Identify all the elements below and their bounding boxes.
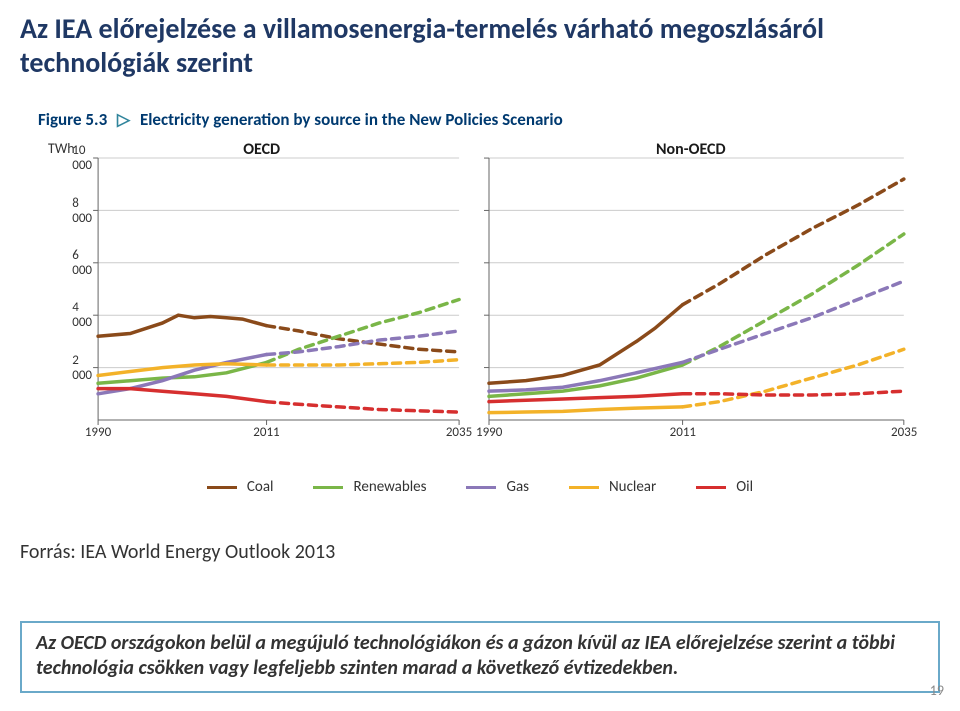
- panel-label-oecd: OECD: [243, 140, 280, 159]
- page-number: 19: [930, 682, 944, 699]
- callout-text: Az OECD országokon belül a megújuló tech…: [36, 631, 924, 681]
- legend-label-nuclear: Nuclear: [609, 478, 656, 496]
- swatch-renewables: [313, 486, 343, 489]
- panel-label-nonoecd: Non-OECD: [656, 140, 726, 159]
- legend-item-coal: Coal: [207, 478, 274, 496]
- chart-panel-nonoecd: 199020112035: [489, 158, 904, 420]
- x-tick-label: 2035: [891, 425, 917, 440]
- chart-panel-oecd: 2 0004 0006 0008 00010 000199020112035: [98, 158, 459, 420]
- legend-label-gas: Gas: [506, 478, 529, 496]
- y-tick-label: 6 000: [72, 248, 92, 278]
- swatch-nuclear: [569, 486, 599, 489]
- legend-label-renewables: Renewables: [353, 478, 426, 496]
- figure-caption-text: Electricity generation by source in the …: [140, 109, 563, 130]
- callout-body: Az OECD országokon belül a megújuló tech…: [36, 631, 895, 680]
- swatch-gas: [466, 486, 496, 489]
- y-tick-label: 2 000: [72, 353, 92, 383]
- figure-box: Figure 5.3 ▷ Electricity generation by s…: [20, 99, 940, 514]
- figure-caption: Figure 5.3 ▷ Electricity generation by s…: [38, 109, 922, 130]
- legend-label-oil: Oil: [736, 478, 753, 496]
- source-text: Forrás: IEA World Energy Outlook 2013: [20, 540, 940, 564]
- x-tick-label: 2011: [253, 425, 279, 440]
- figure-label: Figure 5.3: [38, 109, 107, 130]
- y-tick-label: 10 000: [72, 143, 92, 173]
- chart-area: TWh OECD Non-OECD 2 0004 0006 0008 00010…: [54, 138, 914, 448]
- x-tick-label: 1990: [476, 425, 502, 440]
- legend-item-renewables: Renewables: [313, 478, 426, 496]
- y-tick-label: 8 000: [72, 196, 92, 226]
- callout-box: Az OECD országokon belül a megújuló tech…: [20, 621, 940, 693]
- legend-item-nuclear: Nuclear: [569, 478, 656, 496]
- legend-item-gas: Gas: [466, 478, 529, 496]
- y-axis-unit: TWh: [48, 140, 75, 157]
- chart-legend: Coal Renewables Gas Nuclear Oil: [38, 478, 922, 496]
- slide-title: Az IEA előrejelzése a villamosenergia-te…: [0, 0, 960, 89]
- caption-marker-icon: ▷: [117, 109, 130, 130]
- x-tick-label: 2011: [670, 425, 696, 440]
- y-tick-label: 4 000: [72, 300, 92, 330]
- swatch-oil: [696, 486, 726, 489]
- x-tick-label: 1990: [85, 425, 111, 440]
- x-tick-label: 2035: [446, 425, 472, 440]
- legend-item-oil: Oil: [696, 478, 753, 496]
- swatch-coal: [207, 486, 237, 489]
- legend-label-coal: Coal: [247, 478, 274, 496]
